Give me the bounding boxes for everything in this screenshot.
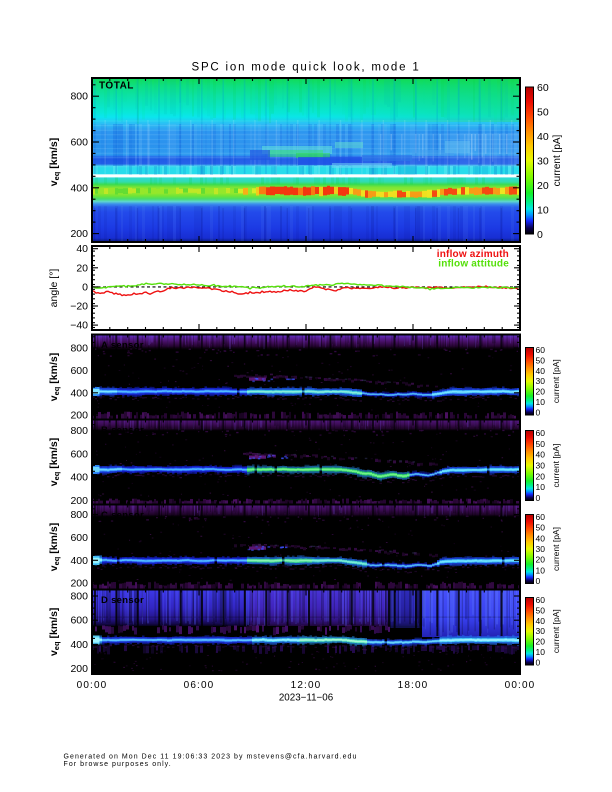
svg-text:00:00: 00:00 (77, 680, 108, 691)
svg-text:50: 50 (537, 106, 549, 118)
svg-text:800: 800 (70, 509, 88, 521)
svg-text:40: 40 (76, 243, 88, 255)
svg-text:40: 40 (536, 533, 546, 543)
svg-text:50: 50 (536, 523, 546, 533)
svg-text:veq [km/s]: veq [km/s] (48, 438, 61, 486)
svg-text:0: 0 (536, 408, 541, 418)
svg-text:400: 400 (70, 472, 88, 484)
svg-text:SPC ion mode quick look, mode: SPC ion mode quick look, mode 1 (191, 62, 420, 74)
svg-text:20: 20 (76, 262, 88, 274)
svg-text:veq [km/s]: veq [km/s] (48, 608, 61, 656)
svg-text:20: 20 (536, 637, 546, 647)
svg-text:40: 40 (536, 366, 546, 376)
svg-text:30: 30 (536, 544, 546, 554)
svg-text:600: 600 (70, 532, 88, 544)
svg-text:angle [°]: angle [°] (48, 269, 60, 308)
svg-text:inflow azimuth: inflow azimuth (437, 249, 509, 260)
svg-text:600: 600 (70, 137, 88, 149)
svg-text:12:00: 12:00 (291, 680, 322, 691)
svg-text:0: 0 (536, 576, 541, 586)
svg-text:50: 50 (536, 439, 546, 449)
svg-text:30: 30 (537, 155, 549, 167)
svg-text:200: 200 (70, 410, 88, 422)
svg-text:40: 40 (536, 616, 546, 626)
svg-text:30: 30 (536, 461, 546, 471)
svg-text:200: 200 (70, 578, 88, 590)
svg-text:20: 20 (536, 471, 546, 481)
svg-text:200: 200 (70, 228, 88, 240)
svg-text:10: 10 (536, 397, 546, 407)
svg-text:Generated on Mon Dec 11 19:06:: Generated on Mon Dec 11 19:06:33 2023 by… (64, 754, 358, 761)
svg-text:−20: −20 (70, 301, 88, 313)
svg-text:veq [km/s]: veq [km/s] (48, 138, 61, 186)
svg-text:0: 0 (82, 281, 88, 293)
svg-text:A sensor: A sensor (101, 340, 144, 351)
svg-text:10: 10 (536, 565, 546, 575)
svg-text:60: 60 (536, 428, 546, 438)
svg-text:60: 60 (536, 512, 546, 522)
svg-text:20: 20 (537, 180, 549, 192)
svg-text:current [pA]: current [pA] (551, 527, 561, 571)
svg-text:400: 400 (70, 555, 88, 567)
svg-text:800: 800 (70, 425, 88, 437)
svg-text:200: 200 (70, 663, 88, 675)
svg-text:B sensor: B sensor (101, 425, 144, 436)
svg-text:06:00: 06:00 (184, 680, 215, 691)
svg-text:TOTAL: TOTAL (99, 81, 134, 92)
svg-text:10: 10 (536, 647, 546, 657)
svg-text:40: 40 (537, 131, 549, 143)
svg-text:600: 600 (70, 448, 88, 460)
svg-text:400: 400 (70, 387, 88, 399)
svg-text:20: 20 (536, 555, 546, 565)
svg-text:current [pA]: current [pA] (551, 609, 561, 653)
svg-text:30: 30 (536, 626, 546, 636)
svg-text:200: 200 (70, 495, 88, 507)
svg-text:50: 50 (536, 355, 546, 365)
svg-text:600: 600 (70, 365, 88, 377)
svg-text:D sensor: D sensor (101, 595, 144, 606)
svg-text:current [pA]: current [pA] (552, 134, 563, 186)
svg-text:current [pA]: current [pA] (551, 359, 561, 403)
svg-text:0: 0 (537, 229, 543, 241)
svg-text:800: 800 (70, 591, 88, 603)
svg-text:For browse purposes only.: For browse purposes only. (64, 761, 172, 768)
svg-text:veq [km/s]: veq [km/s] (48, 523, 61, 571)
svg-text:40: 40 (536, 450, 546, 460)
svg-text:veq [km/s]: veq [km/s] (48, 353, 61, 401)
svg-text:20: 20 (536, 387, 546, 397)
svg-text:10: 10 (536, 482, 546, 492)
svg-text:30: 30 (536, 376, 546, 386)
svg-text:60: 60 (537, 82, 549, 94)
svg-text:800: 800 (70, 91, 88, 103)
svg-text:0: 0 (536, 658, 541, 668)
svg-text:00:00: 00:00 (505, 680, 536, 691)
svg-text:10: 10 (537, 204, 549, 216)
svg-text:inflow attitude: inflow attitude (438, 259, 509, 270)
svg-text:−40: −40 (70, 320, 88, 332)
svg-text:400: 400 (70, 639, 88, 651)
svg-text:C sensor: C sensor (101, 510, 144, 521)
svg-text:0: 0 (536, 493, 541, 503)
svg-text:400: 400 (70, 182, 88, 194)
svg-text:2023−11−06: 2023−11−06 (279, 693, 334, 704)
svg-text:60: 60 (536, 345, 546, 355)
svg-text:50: 50 (536, 605, 546, 615)
svg-text:800: 800 (70, 343, 88, 355)
svg-text:600: 600 (70, 615, 88, 627)
svg-text:18:00: 18:00 (398, 680, 429, 691)
svg-text:60: 60 (536, 595, 546, 605)
svg-text:current [pA]: current [pA] (551, 444, 561, 488)
